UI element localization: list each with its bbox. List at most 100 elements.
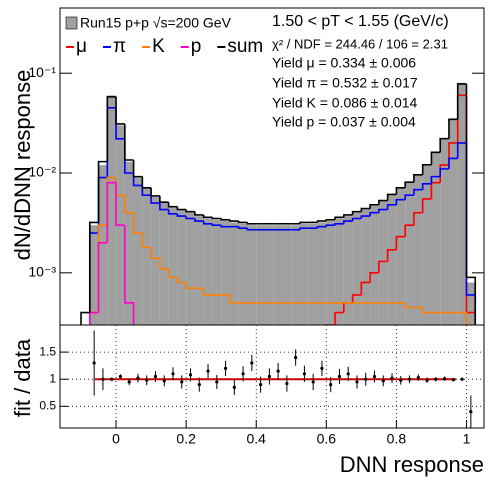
histogram-bar [107,95,117,325]
histogram-bar [440,138,449,325]
data-point [302,372,307,376]
histogram-step [185,282,195,290]
histogram-step [351,294,362,303]
histogram-step [150,247,160,260]
histogram-step [176,277,187,284]
histogram-step [202,288,213,296]
data-point [355,380,359,384]
histogram-step [132,159,143,178]
histogram-step [167,202,178,208]
histogram-step [176,213,187,217]
histogram-step [211,223,222,226]
histogram-bar [431,152,441,325]
y-tick-label: 0.5 [39,398,56,412]
histogram-step [124,123,134,161]
histogram-step [343,220,353,224]
histogram-step [141,233,152,249]
x-axis-title: DNN response [340,452,484,477]
histogram-step [343,214,353,218]
data-point [364,377,368,381]
frame [59,324,485,429]
histogram-step [334,311,344,325]
histogram-step [237,221,248,224]
histogram-step [159,195,169,203]
histogram-step [97,160,108,223]
histogram-bar [229,222,239,325]
histogram-bar [142,188,152,325]
legend-label: Run15 p+p √s=200 GeV [80,15,232,31]
histogram-step [413,188,423,196]
histogram-step [325,218,336,222]
histogram-step [106,181,117,243]
data-point [153,374,158,379]
histogram-bar [361,209,371,325]
histogram-step [413,211,423,226]
histogram-bar [89,225,99,325]
histogram-step [80,311,90,325]
annotation: Yield μ = 0.334 ± 0.006 [272,55,416,71]
annotation: χ² / NDF = 244.46 / 106 = 2.31 [272,36,448,51]
histogram-bar [238,223,248,325]
data-point [407,377,412,381]
histogram-step [421,163,432,175]
histogram-bar [81,325,90,330]
histogram-step [360,281,371,295]
histogram-bar [370,205,379,325]
histogram-bar [98,165,108,325]
histogram-bar [422,165,432,325]
y-axis-title: dN/dDNN response [10,70,35,261]
data-point [285,381,289,386]
histogram-bar [343,216,353,325]
histogram-bar [273,225,283,325]
data-point [92,361,96,365]
x-tick-label: 1 [463,431,471,447]
data-point [372,374,377,379]
histogram-step [351,210,362,215]
histogram-bar [116,125,125,325]
x-tick-label: 0.8 [387,431,407,447]
histogram-step [439,137,449,153]
data-point [320,366,324,370]
histogram-step [88,221,99,313]
data-point [180,380,184,384]
histogram-bar [133,177,143,325]
histogram-step [167,268,178,279]
data-point [206,369,210,373]
data-point [101,377,105,381]
histogram-step [325,324,336,325]
histogram-step [369,211,379,217]
histogram-step [421,198,432,213]
histogram-step [413,173,423,183]
data-point [241,372,245,376]
ratio-pad: 0 0.2 0.4 0.6 0.8 1 0.5 1 1.5 [39,324,485,447]
histogram-step [194,211,204,216]
histogram-bar [335,218,344,325]
data-point [136,376,140,380]
histogram-step [229,219,239,222]
histogram-step [378,260,388,273]
data-point [215,380,219,384]
histogram-step [115,182,125,226]
data-point [250,361,254,365]
histogram-bar [457,82,467,325]
data-point [171,372,175,376]
histogram-step [395,235,406,250]
histogram-step [167,209,178,215]
ratio-y-axis-title: fit / data [10,338,35,417]
data-point [416,375,420,380]
histogram-step [334,216,344,220]
data-point [337,374,342,379]
data-point [276,369,280,373]
data-point [381,379,385,383]
histogram-step [220,218,230,221]
histogram-step [124,195,134,214]
histogram-bar [466,282,476,325]
histogram-bar [264,225,274,325]
legend-label: p [191,36,202,57]
histogram-bar [317,222,327,325]
plot-area [80,82,477,330]
histogram-bar [352,212,362,325]
y-tick-label: 10⁻¹ [28,64,56,80]
histogram-step [430,151,441,165]
